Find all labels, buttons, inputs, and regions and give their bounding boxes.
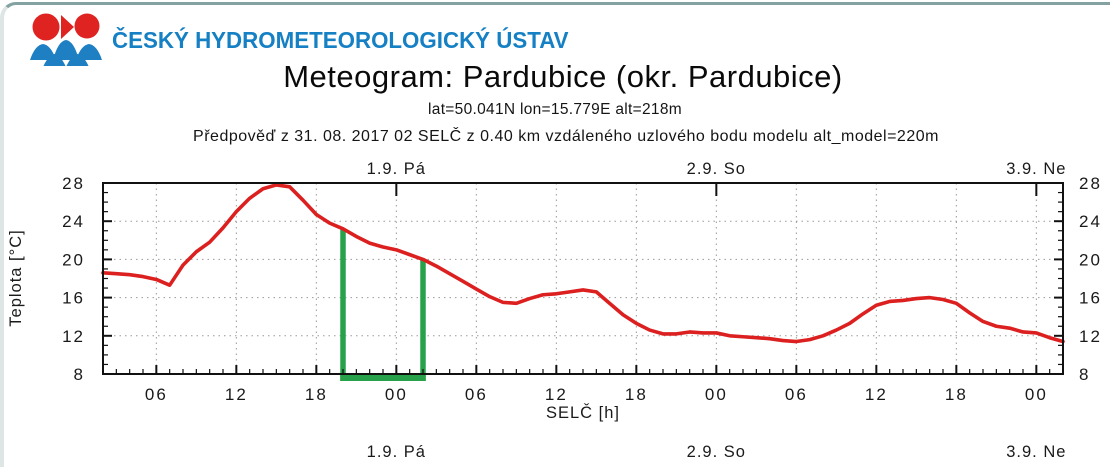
plot-border <box>102 182 1064 375</box>
y-tick-label-right: 12 <box>1079 327 1102 346</box>
x-tick-label: 00 <box>385 385 408 404</box>
day-label-top: 3.9. Ne <box>1006 160 1066 178</box>
forecast-line: Předpověď z 31. 08. 2017 02 SELČ z 0.40 … <box>193 128 939 145</box>
highlight-window-bottom-edge <box>340 374 426 381</box>
x-tick-label: 18 <box>625 385 648 404</box>
y-tick-label-left: 8 <box>74 365 85 384</box>
location-line: lat=50.041N lon=15.779E alt=218m <box>428 101 682 118</box>
day-label-bottom: 2.9. So <box>687 443 746 461</box>
x-tick-label: 18 <box>945 385 968 404</box>
y-tick-label-right: 8 <box>1079 365 1090 384</box>
highlight-window-left-edge <box>340 228 346 381</box>
x-tick-label: 12 <box>225 385 248 404</box>
x-tick-label: 06 <box>145 385 168 404</box>
y-tick-label-right: 20 <box>1079 250 1102 269</box>
x-tick-label: 06 <box>785 385 808 404</box>
day-label-bottom: 3.9. Ne <box>1006 443 1066 461</box>
y-tick-label-left: 28 <box>62 174 85 193</box>
page-title: Meteogram: Pardubice (okr. Pardubice) <box>283 59 843 94</box>
day-label-top: 1.9. Pá <box>367 160 426 178</box>
y-tick-label-right: 28 <box>1079 174 1102 193</box>
y-tick-label-left: 16 <box>62 289 85 308</box>
x-axis-title: SELČ [h] <box>546 403 620 422</box>
x-tick-label: 12 <box>865 385 888 404</box>
chmu-logo-icon <box>30 13 102 66</box>
institute-name: ČESKÝ HYDROMETEOROLOGICKÝ ÚSTAV <box>112 27 569 53</box>
chmu-logo <box>16 6 104 66</box>
x-tick-label: 12 <box>545 385 568 404</box>
day-label-top: 2.9. So <box>687 160 746 178</box>
day-label-bottom: 1.9. Pá <box>367 443 426 461</box>
x-tick-label: 18 <box>305 385 328 404</box>
y-tick-label-left: 24 <box>62 212 85 231</box>
temperature-line <box>101 183 1065 344</box>
y-tick-label-right: 24 <box>1079 212 1102 231</box>
x-tick-label: 00 <box>705 385 728 404</box>
y-axis-title: Teplota [°C] <box>7 229 25 326</box>
x-tick-label: 06 <box>465 385 488 404</box>
y-tick-label-left: 20 <box>62 250 85 269</box>
y-tick-label-left: 12 <box>62 327 85 346</box>
highlight-window-right-edge <box>420 259 426 381</box>
y-tick-label-right: 16 <box>1079 289 1102 308</box>
x-tick-label: 00 <box>1025 385 1048 404</box>
